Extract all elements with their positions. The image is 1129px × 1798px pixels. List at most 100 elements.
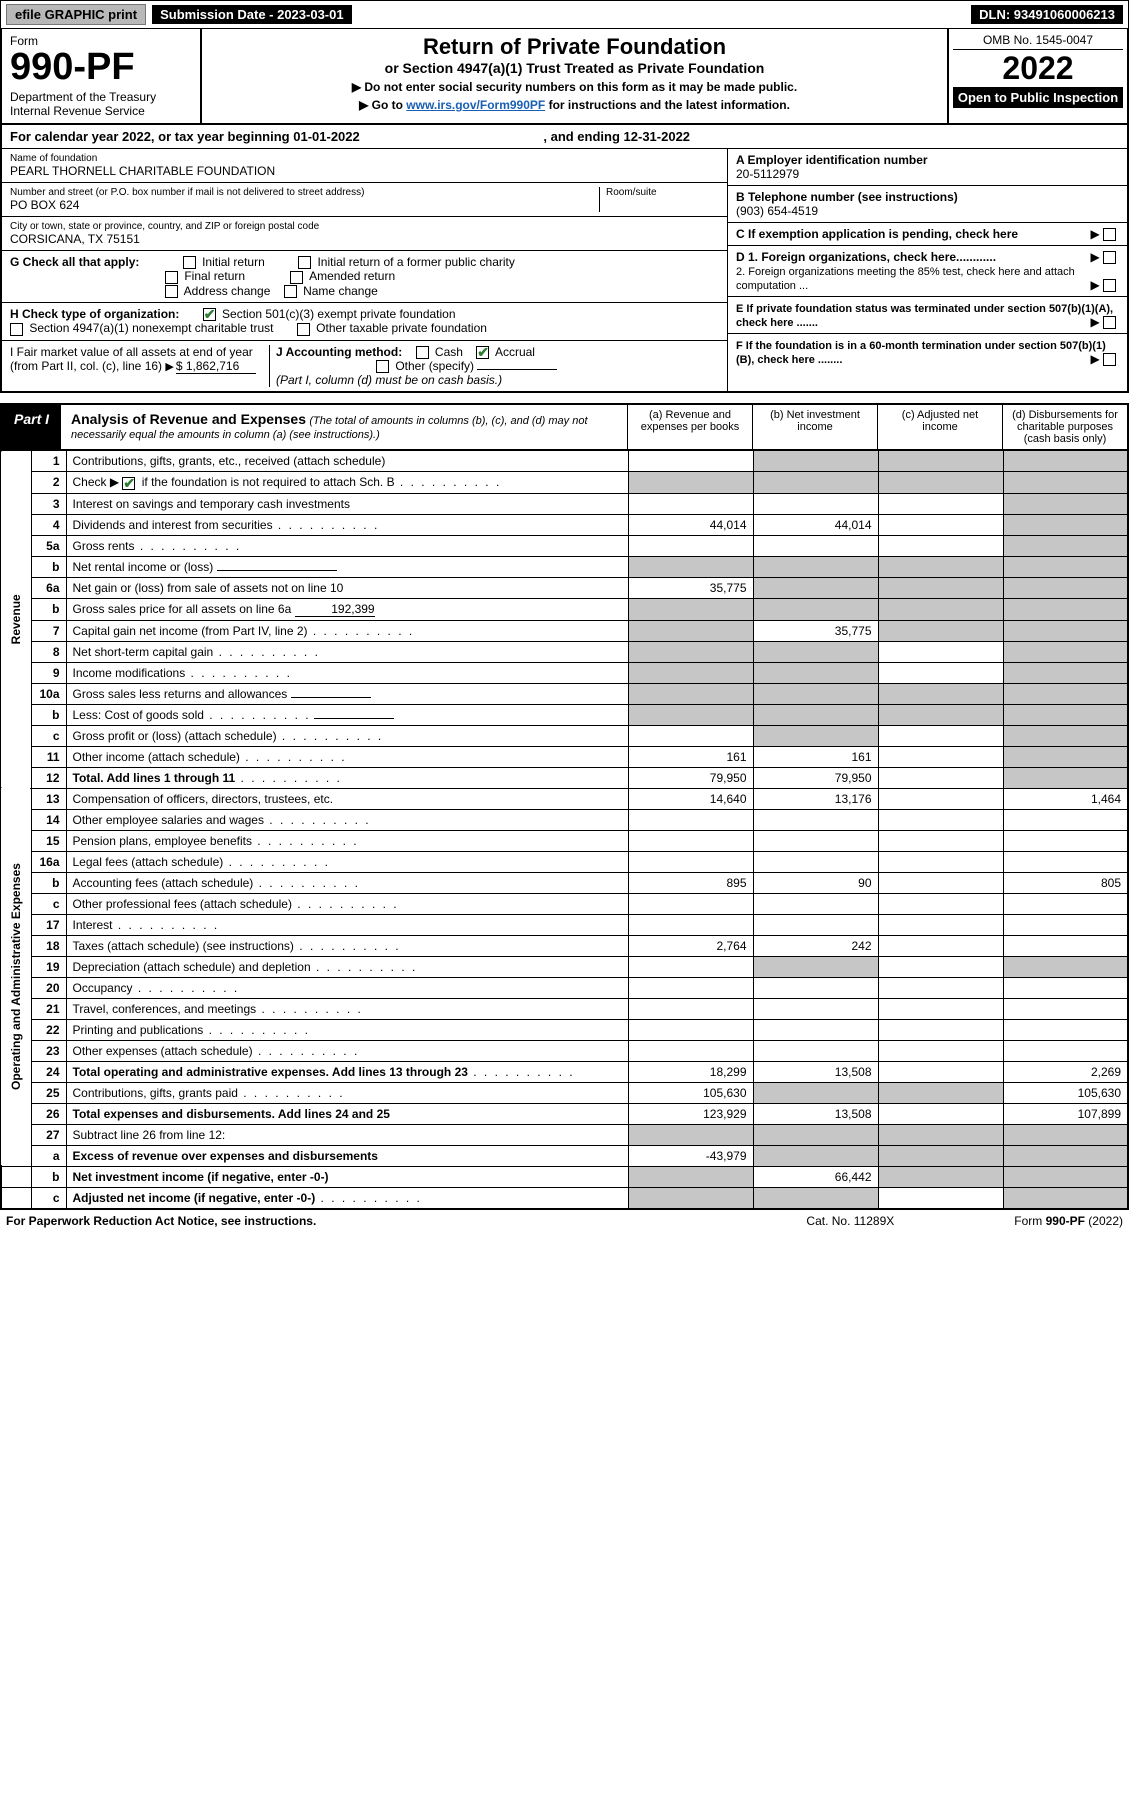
row-20: Occupancy [66,977,628,998]
g-label: G Check all that apply: [10,255,139,269]
r4-a: 44,014 [628,514,753,535]
row-24: Total operating and administrative expen… [66,1061,628,1082]
name-change-checkbox[interactable] [284,285,297,298]
e-label: E If private foundation status was termi… [736,303,1113,329]
g-initial: Initial return [202,255,265,269]
c-checkbox[interactable] [1103,228,1116,241]
g-name-change: Name change [303,284,378,298]
row-27c: Adjusted net income (if negative, enter … [66,1187,628,1209]
j-cash-checkbox[interactable] [416,346,429,359]
col-c-header: (c) Adjusted net income [877,405,1002,449]
row-2: Check ▶ if the foundation is not require… [66,472,628,493]
row-17: Interest [66,914,628,935]
d1-label: D 1. Foreign organizations, check here..… [736,250,996,264]
row-23: Other expenses (attach schedule) [66,1040,628,1061]
row-16b: Accounting fees (attach schedule) [66,872,628,893]
footer-right: Form 990-PF (2022) [1014,1214,1123,1228]
row-11: Other income (attach schedule) [66,746,628,767]
r7-b: 35,775 [753,620,878,641]
j-label: J Accounting method: [276,345,402,359]
form990pf-link[interactable]: www.irs.gov/Form990PF [406,98,545,112]
schb-checkbox[interactable] [122,477,135,490]
initial-former-checkbox[interactable] [298,256,311,269]
g-initial-former: Initial return of a former public charit… [317,255,514,269]
top-bar: efile GRAPHIC print Submission Date - 20… [0,0,1129,29]
g-final: Final return [184,269,245,283]
f-label: F If the foundation is in a 60-month ter… [736,340,1106,366]
ein-value: 20-5112979 [736,167,799,181]
row-15: Pension plans, employee benefits [66,830,628,851]
h-4947-checkbox[interactable] [10,323,23,336]
row-10a: Gross sales less returns and allowances [66,683,628,704]
entity-info-box: Name of foundation PEARL THORNELL CHARIT… [0,149,1129,393]
row-6b: Gross sales price for all assets on line… [66,598,628,620]
c-label: C If exemption application is pending, c… [736,227,1018,241]
row-4: Dividends and interest from securities [66,514,628,535]
r26-a: 123,929 [628,1103,753,1124]
j-accrual-checkbox[interactable] [476,346,489,359]
r24-b: 13,508 [753,1061,878,1082]
final-return-checkbox[interactable] [165,271,178,284]
irs-label: Internal Revenue Service [10,104,192,118]
col-d-header: (d) Disbursements for charitable purpose… [1002,405,1127,449]
efile-print-button[interactable]: efile GRAPHIC print [6,4,146,25]
part1-label: Part I [2,405,61,449]
name-label: Name of foundation [10,153,719,164]
r18-b: 242 [753,935,878,956]
h-501c3-checkbox[interactable] [203,308,216,321]
r26-b: 13,508 [753,1103,878,1124]
row-14: Other employee salaries and wages [66,809,628,830]
r24-d: 2,269 [1003,1061,1128,1082]
row-27: Subtract line 26 from line 12: [66,1124,628,1145]
j-other-checkbox[interactable] [376,360,389,373]
d1-checkbox[interactable] [1103,251,1116,264]
j-note: (Part I, column (d) must be on cash basi… [276,373,502,387]
row-16a: Legal fees (attach schedule) [66,851,628,872]
row-27b: Net investment income (if negative, ente… [66,1166,628,1187]
d2-checkbox[interactable] [1103,279,1116,292]
r13-d: 1,464 [1003,788,1128,809]
r26-d: 107,899 [1003,1103,1128,1124]
form-subtitle: or Section 4947(a)(1) Trust Treated as P… [210,60,939,76]
row-8: Net short-term capital gain [66,641,628,662]
street-address: PO BOX 624 [10,198,599,212]
r25-a: 105,630 [628,1082,753,1103]
col-b-header: (b) Net investment income [752,405,877,449]
part1-title: Analysis of Revenue and Expenses [71,411,306,427]
row-7: Capital gain net income (from Part IV, l… [66,620,628,641]
calyear-begin: 01-01-2022 [293,129,360,144]
h-label: H Check type of organization: [10,307,179,321]
r12-a: 79,950 [628,767,753,788]
initial-return-checkbox[interactable] [183,256,196,269]
calendar-year-row: For calendar year 2022, or tax year begi… [0,125,1129,149]
form-number: 990-PF [10,48,192,86]
f-checkbox[interactable] [1103,353,1116,366]
r16b-b: 90 [753,872,878,893]
row-19: Depreciation (attach schedule) and deple… [66,956,628,977]
address-change-checkbox[interactable] [165,285,178,298]
amended-return-checkbox[interactable] [290,271,303,284]
e-checkbox[interactable] [1103,316,1116,329]
row-10b: Less: Cost of goods sold [66,704,628,725]
r4-b: 44,014 [753,514,878,535]
row-27a: Excess of revenue over expenses and disb… [66,1145,628,1166]
h-other-checkbox[interactable] [297,323,310,336]
city-label: City or town, state or province, country… [10,221,719,232]
col-a-header: (a) Revenue and expenses per books [627,405,752,449]
row-3: Interest on savings and temporary cash i… [66,493,628,514]
calyear-mid: , and ending [543,129,623,144]
r11-b: 161 [753,746,878,767]
r12-b: 79,950 [753,767,878,788]
phone-value: (903) 654-4519 [736,204,818,218]
row-22: Printing and publications [66,1019,628,1040]
j-other: Other (specify) [395,359,474,373]
row-18: Taxes (attach schedule) (see instruction… [66,935,628,956]
row-21: Travel, conferences, and meetings [66,998,628,1019]
footer-left: For Paperwork Reduction Act Notice, see … [6,1214,316,1228]
row-9: Income modifications [66,662,628,683]
row-12: Total. Add lines 1 through 11 [66,767,628,788]
j-accrual: Accrual [495,345,535,359]
r16b-a: 895 [628,872,753,893]
city-state-zip: CORSICANA, TX 75151 [10,232,719,246]
note2-pre: ▶ Go to [359,98,406,112]
